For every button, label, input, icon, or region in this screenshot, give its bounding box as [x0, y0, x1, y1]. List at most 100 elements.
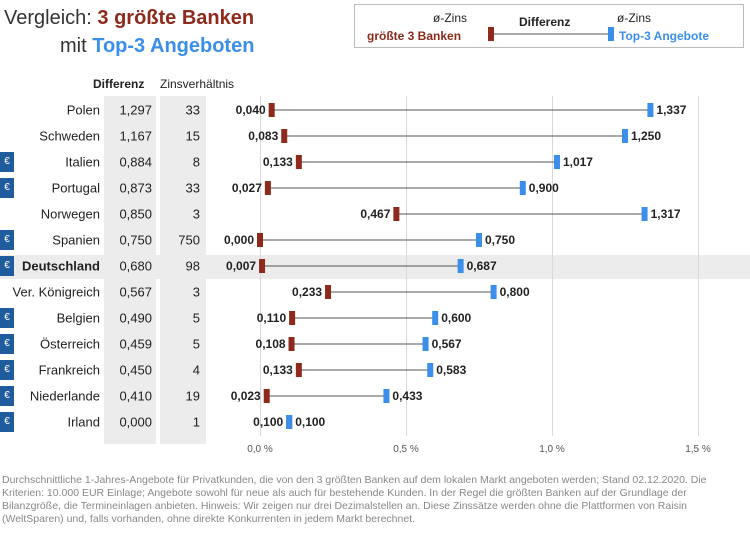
country-label: Niederlande	[29, 388, 100, 404]
differenz-value: 1,297	[119, 102, 152, 118]
value-label-top3: 0,567	[431, 337, 462, 351]
country-label: Belgien	[56, 310, 100, 326]
ratio-value: 19	[185, 388, 200, 404]
country-label: Spanien	[52, 232, 100, 248]
legend-differenz: Differenz	[519, 15, 571, 29]
country-label: Deutschland	[21, 258, 100, 274]
differenz-value: 1,167	[119, 128, 152, 144]
euro-icon: €	[0, 412, 14, 432]
header-differenz: Differenz	[93, 77, 145, 91]
value-label-top3: 1,017	[562, 155, 593, 169]
value-label-big3: 0,233	[292, 285, 323, 299]
ratio-value: 15	[185, 128, 200, 144]
euro-icon: €	[0, 360, 14, 380]
ratio-value: 3	[192, 206, 200, 222]
marker-top3	[641, 207, 648, 221]
country-label: Ver. Königreich	[12, 284, 100, 300]
value-label-big3: 0,467	[360, 207, 391, 221]
marker-top3	[427, 363, 434, 377]
ratio-value: 33	[185, 102, 200, 118]
legend: ø-Zins größte 3 Banken Differenz ø-Zins …	[354, 4, 744, 48]
header-zinsverhaeltnis: Zinsverhältnis	[160, 77, 235, 91]
value-label-top3: 0,433	[392, 389, 423, 403]
marker-big3	[257, 233, 263, 247]
chart-title: Vergleich: 3 größte Banken mit Top-3 Ang…	[4, 4, 254, 60]
country-label: Portugal	[51, 180, 100, 196]
value-label-top3: 0,800	[499, 285, 530, 299]
marker-top3	[422, 337, 429, 351]
marker-big3	[259, 259, 266, 273]
legend-zins-top3: ø-Zins	[617, 11, 651, 25]
ratio-value: 4	[192, 362, 200, 378]
marker-top3	[432, 311, 439, 325]
legend-marker-top3	[608, 27, 614, 41]
differenz-value: 0,000	[119, 414, 152, 430]
x-tick-label: 0,5 %	[393, 444, 419, 455]
marker-big3	[263, 389, 270, 403]
legend-label-top3: Top-3 Angebote	[619, 29, 709, 43]
marker-big3	[289, 311, 296, 325]
differenz-value: 0,450	[119, 362, 152, 378]
differenz-value: 0,459	[119, 336, 152, 352]
differenz-value: 0,850	[119, 206, 152, 222]
value-label-big3: 0,133	[262, 363, 293, 377]
title-line-1: Vergleich: 3 größte Banken	[4, 4, 254, 32]
marker-big3	[264, 181, 271, 195]
marker-top3	[622, 129, 628, 143]
ratio-value: 98	[185, 258, 200, 274]
country-label: Österreich	[40, 336, 100, 352]
marker-big3	[295, 155, 302, 169]
euro-icon: €	[0, 386, 14, 406]
value-label-big3: 0,133	[262, 155, 293, 169]
country-label: Norwegen	[40, 206, 100, 222]
euro-icon: €	[0, 152, 14, 172]
differenz-value: 0,680	[119, 258, 152, 274]
euro-icon: €	[0, 308, 14, 328]
value-label-top3: 1,250	[631, 129, 662, 143]
legend-label-big3: größte 3 Banken	[367, 29, 462, 43]
title-line2-prefix: mit	[60, 35, 87, 57]
country-label: Irland	[67, 414, 100, 430]
marker-big3	[393, 207, 400, 221]
ratio-value: 3	[192, 284, 200, 300]
value-label-big3: 0,083	[248, 129, 279, 143]
value-label-top3: 0,600	[441, 311, 472, 325]
legend-zins-big3: ø-Zins	[433, 11, 467, 25]
x-tick-label: 0,0 %	[247, 444, 273, 455]
title-prefix: Vergleich:	[4, 7, 92, 29]
differenz-value: 0,750	[119, 232, 152, 248]
marker-big3	[268, 103, 275, 117]
value-label-big3: 0,027	[231, 181, 262, 195]
value-label-big3: 0,110	[256, 311, 287, 325]
gridline	[552, 96, 553, 436]
value-label-big3: 0,000	[223, 233, 254, 247]
legend-dumbbell	[488, 27, 614, 41]
differenz-value: 0,490	[119, 310, 152, 326]
marker-top3	[647, 103, 654, 117]
value-label-top3: 0,583	[436, 363, 467, 377]
marker-top3	[519, 181, 526, 195]
marker-top3	[383, 389, 390, 403]
value-label-big3: 0,040	[235, 103, 266, 117]
marker-big3	[281, 129, 288, 143]
title-line-2: mit Top-3 Angeboten	[4, 32, 254, 60]
value-label-big3: 0,023	[230, 389, 261, 403]
euro-icon: €	[0, 178, 14, 198]
highlight-row-deutschland	[0, 255, 750, 279]
marker-top3	[286, 415, 293, 429]
marker-top3	[553, 155, 560, 169]
ratio-value: 1	[192, 414, 200, 430]
marker-big3	[325, 285, 332, 299]
title-highlight-top3: Top-3 Angeboten	[92, 35, 255, 57]
differenz-value: 0,884	[119, 154, 152, 170]
country-label: Schweden	[39, 128, 100, 144]
country-label: Italien	[65, 154, 100, 170]
country-label: Polen	[66, 102, 100, 118]
marker-top3	[476, 233, 482, 247]
x-tick-label: 1,5 %	[685, 444, 711, 455]
euro-icon: €	[0, 334, 14, 354]
title-highlight-big3: 3 größte Banken	[97, 7, 255, 29]
euro-icon: €	[0, 230, 14, 250]
differenz-value: 0,873	[119, 180, 152, 196]
